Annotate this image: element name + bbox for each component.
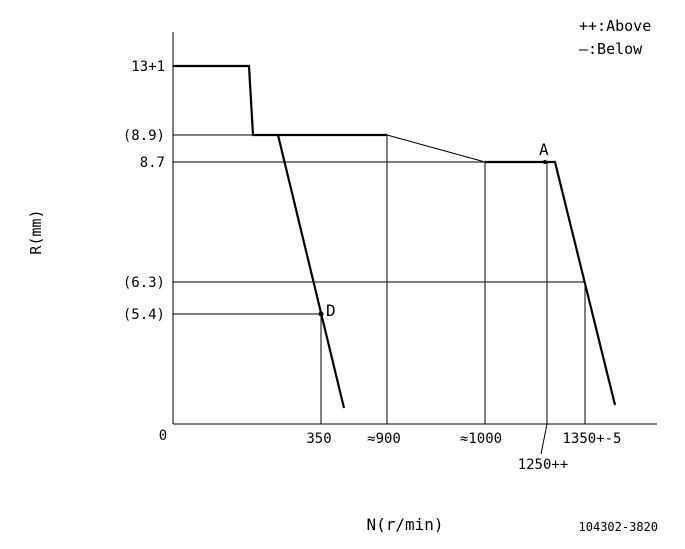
part-code: 104302-3820: [579, 520, 658, 534]
curve-slope-segment: [386, 134, 486, 163]
curve-full-load: [173, 64, 387, 137]
curve-idle-droop: [276, 134, 346, 409]
y-tick-0: 0: [159, 428, 167, 444]
x-tick-1250: 1250++: [518, 457, 569, 473]
x-tick-350: 350: [306, 431, 331, 447]
curve-rated: [485, 160, 617, 406]
y-tick-13: 13+1: [131, 59, 165, 75]
y-tick-6-3: (6.3): [123, 275, 165, 291]
point-a-label: A: [539, 140, 549, 159]
point-d-marker: [318, 311, 324, 317]
legend-above: ++:Above: [579, 17, 651, 35]
point-a-marker: [543, 160, 547, 164]
x-axis-label: N(r/min): [366, 515, 443, 534]
y-tick-8-9: (8.9): [123, 128, 165, 144]
y-tick-5-4: (5.4): [123, 307, 165, 323]
x-tick-900: ≈900: [367, 431, 401, 447]
x-tick-1350: 1350+-5: [562, 431, 621, 447]
point-d-label: D: [326, 301, 336, 320]
leader-1250: [540, 423, 548, 455]
y-tick-8-7: 8.7: [140, 155, 165, 171]
y-axis-label: R(mm): [27, 209, 45, 254]
legend-below: —:Below: [579, 40, 643, 58]
x-tick-1000: ≈1000: [460, 431, 502, 447]
